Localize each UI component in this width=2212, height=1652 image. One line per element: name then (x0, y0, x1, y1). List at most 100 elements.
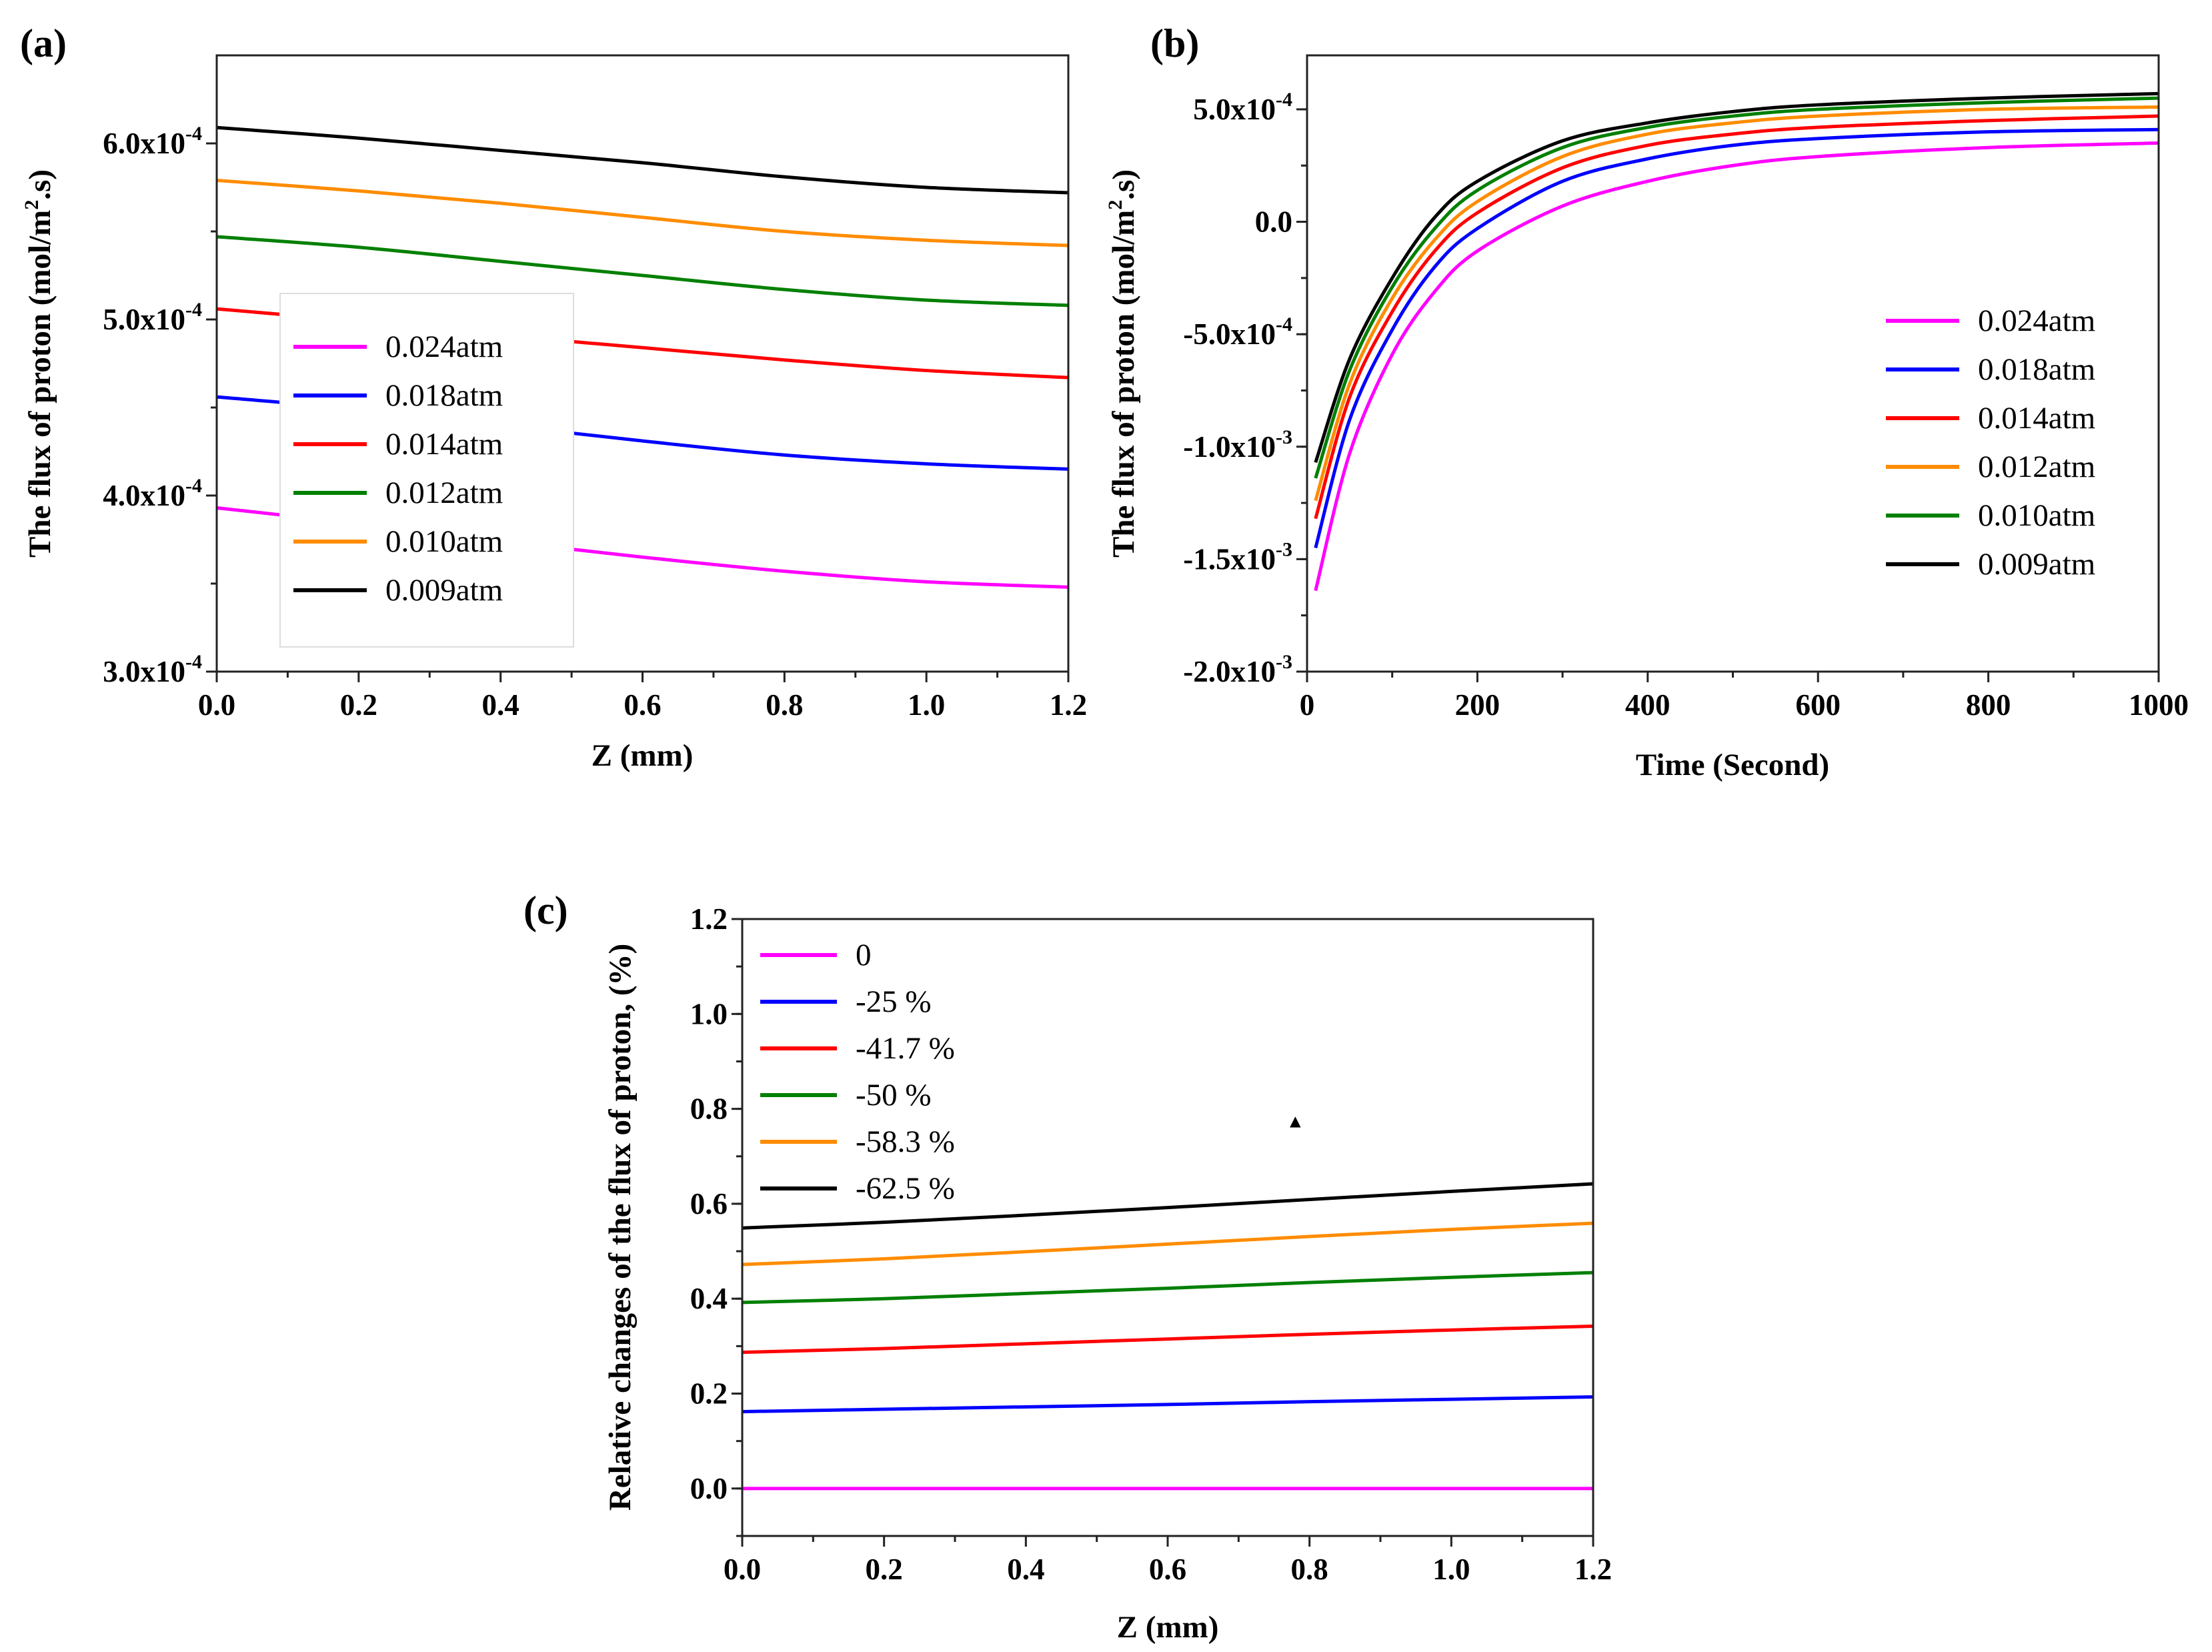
panel-b-y-tick-label: -2.0x10-3 (1183, 651, 1292, 688)
panel-c-series (742, 1182, 1594, 1491)
panel-b-y-tick-label: 5.0x10-4 (1193, 89, 1292, 126)
panel-a-label: (a) (20, 21, 67, 65)
panel-a-chart: (a) 0.0 0.2 0.4 0.6 0.8 1.0 1.2 3.0x10-4 4.0x10… (20, 21, 1087, 773)
panel-c-annotation-marker: ▲ (1286, 1111, 1305, 1132)
panel-b-y-tick-label: -1.5x10-3 (1183, 538, 1292, 576)
panel-a-x-tick-label: 0.2 (340, 688, 377, 722)
panel-c-label: (c) (523, 888, 568, 932)
panel-c-x-tick-label: 1.0 (1432, 1553, 1470, 1586)
panel-a-series-0-012atm (216, 235, 1069, 307)
panel-a-series-0-010atm (216, 178, 1069, 247)
panel-a-x-axis-title: Z (mm) (592, 738, 694, 773)
panel-a-legend-label: 0.014atm (385, 427, 503, 462)
panel-b-y-axis-title: The flux of proton (mol/m2.s) (1104, 169, 1141, 558)
panel-b-x-tick-label: 800 (1966, 688, 2011, 722)
panel-c-legend-label: -41.7 % (856, 1031, 955, 1066)
panel-c-y-tick-label: 1.0 (690, 997, 728, 1030)
panel-c-series-62-5 (742, 1182, 1594, 1230)
panel-a-legend-label: 0.024atm (385, 329, 503, 364)
panel-c-y-tick-label: 1.2 (690, 902, 728, 936)
panel-a-legend-box (279, 293, 574, 648)
panel-c-x-tick-label: 0.6 (1149, 1553, 1186, 1586)
panel-c-legend-label: 0 (856, 938, 872, 972)
panel-c-x-axis-title: Z (mm) (1117, 1610, 1219, 1645)
panel-a-y-ticks: 3.0x10-4 4.0x10-4 5.0x10-4 6.0x10-4 (103, 123, 217, 688)
panel-a-x-tick-label: 0.6 (624, 688, 661, 722)
panel-c-x-tick-label: 0.2 (866, 1553, 903, 1586)
panel-a-y-tick-label: 3.0x10-4 (103, 651, 202, 688)
panel-a-x-tick-label: 0.4 (482, 688, 519, 722)
panel-a-y-axis-title: The flux of proton (mol/m2.s) (21, 169, 57, 558)
panel-b-legend-label: 0.014atm (1978, 401, 2095, 436)
panel-c-x-ticks: 0.0 0.2 0.4 0.6 0.8 1.0 1.2 (724, 1536, 1612, 1586)
panel-c-series-50 (742, 1271, 1594, 1305)
panel-b-y-tick-label: -1.0x10-3 (1183, 426, 1292, 464)
panel-c-x-tick-label: 0.8 (1291, 1553, 1328, 1586)
panel-c-series-25 (742, 1395, 1594, 1414)
panel-b-chart: (b) 0 200 400 600 800 1000 -2.0x10-3 -1.5x10-3… (1104, 21, 2189, 782)
panel-a-y-axis-title-sup: 2 (21, 200, 43, 210)
panel-a-y-tick-label: 4.0x10-4 (103, 475, 202, 512)
panel-a-legend-label: 0.012atm (385, 476, 503, 510)
panel-b-y-tick-label: -5.0x10-4 (1183, 313, 1292, 351)
panel-a-y-tick-label: 5.0x10-4 (103, 299, 202, 336)
panel-a-x-tick-label: 0.0 (198, 688, 235, 722)
panel-b-legend-label: 0.012atm (1978, 450, 2095, 484)
panel-b-series-0-014atm (1314, 114, 2159, 520)
panel-c-y-ticks: 0.0 0.2 0.4 0.6 0.8 1.0 1.2 (690, 902, 742, 1537)
panel-b-series-0-012atm (1314, 105, 2159, 502)
panel-c-y-axis-title: Relative changes of the flux of proton, … (603, 944, 638, 1511)
panel-a-x-tick-label: 1.0 (908, 688, 945, 722)
panel-b-y-axis-title-tail: .s) (1106, 169, 1141, 200)
panel-c-series-41-7 (742, 1325, 1594, 1355)
panel-b-plot-frame (1306, 54, 2160, 673)
panel-b-legend-label: 0.010atm (1978, 498, 2095, 533)
panel-b-label: (b) (1150, 21, 1199, 65)
panel-b-series-0-018atm (1314, 127, 2159, 549)
panel-a-x-tick-label: 1.2 (1050, 688, 1087, 722)
panel-b-x-ticks: 0 200 400 600 800 1000 (1300, 672, 2189, 722)
panel-a-series-0-009atm (216, 125, 1069, 195)
panel-b-x-tick-label: 600 (1795, 688, 1841, 722)
panel-c-legend: 0 -25 % -41.7 % -50 % -58.3 % -62.5 % (760, 938, 955, 1206)
panel-a-y-tick-label: 6.0x10-4 (103, 123, 202, 160)
panel-b-y-ticks: -2.0x10-3 -1.5x10-3 -1.0x10-3 -5.0x10-4 0.0 5… (1183, 89, 1307, 688)
panel-c-plot-frame (741, 918, 1594, 1537)
panel-c-legend-label: -25 % (856, 984, 932, 1019)
panel-c-legend-label: -62.5 % (856, 1171, 955, 1206)
panel-c-legend-label: -50 % (856, 1078, 932, 1112)
panel-c-x-tick-label: 0.4 (1007, 1553, 1044, 1586)
panel-b-x-tick-label: 200 (1455, 688, 1500, 722)
panel-b-x-tick-label: 400 (1625, 688, 1671, 722)
panel-a-x-ticks: 0.0 0.2 0.4 0.6 0.8 1.0 1.2 (198, 672, 1087, 722)
panel-b-legend: 0.024atm 0.018atm 0.014atm 0.012atm 0.010atm… (1886, 303, 2095, 582)
panel-b-y-tick-label: 0.0 (1255, 205, 1292, 239)
panel-b-legend-label: 0.018atm (1978, 352, 2095, 387)
panel-c-x-tick-label: 0.0 (724, 1553, 761, 1586)
panel-c-y-tick-label: 0.8 (690, 1092, 728, 1126)
panel-c-series-58-3 (742, 1221, 1594, 1267)
panel-b-series (1314, 91, 2159, 592)
panel-a-legend-label: 0.018atm (385, 378, 503, 413)
panel-b-x-axis-title: Time (Second) (1636, 748, 1829, 782)
panel-b-x-tick-label: 1000 (2129, 688, 2189, 722)
panel-a-legend-label: 0.010atm (385, 524, 503, 559)
panel-b-y-axis-title-sup: 2 (1104, 200, 1126, 210)
panel-b-legend-label: 0.024atm (1978, 303, 2095, 338)
panel-c-chart: (c) 0.0 0.2 0.4 0.6 0.8 1.0 1.2 0.0 0.2 0.4 0.6 0.… (523, 888, 1612, 1645)
panel-a-x-tick-label: 0.8 (766, 688, 803, 722)
panel-c-y-tick-label: 0.4 (690, 1282, 728, 1315)
panel-c-legend-label: -58.3 % (856, 1124, 955, 1159)
panel-b-y-axis-title-main: The flux of proton (mol/m (1106, 210, 1141, 558)
panel-a-y-axis-title-main: The flux of proton (mol/m (23, 210, 57, 558)
panel-b-x-tick-label: 0 (1300, 688, 1315, 722)
panel-a-y-axis-title-tail: .s) (23, 169, 57, 200)
panel-c-x-tick-label: 1.2 (1574, 1553, 1612, 1586)
panel-a-legend: 0.024atm 0.018atm 0.014atm 0.012atm 0.010atm… (279, 293, 574, 648)
panel-b-series-0-009atm (1314, 91, 2159, 464)
panel-c-y-tick-label: 0.2 (690, 1377, 728, 1411)
panel-b-series-0-024atm (1314, 141, 2159, 592)
panel-a-plot-frame (215, 54, 1070, 673)
panel-c-y-tick-label: 0.0 (690, 1472, 728, 1505)
